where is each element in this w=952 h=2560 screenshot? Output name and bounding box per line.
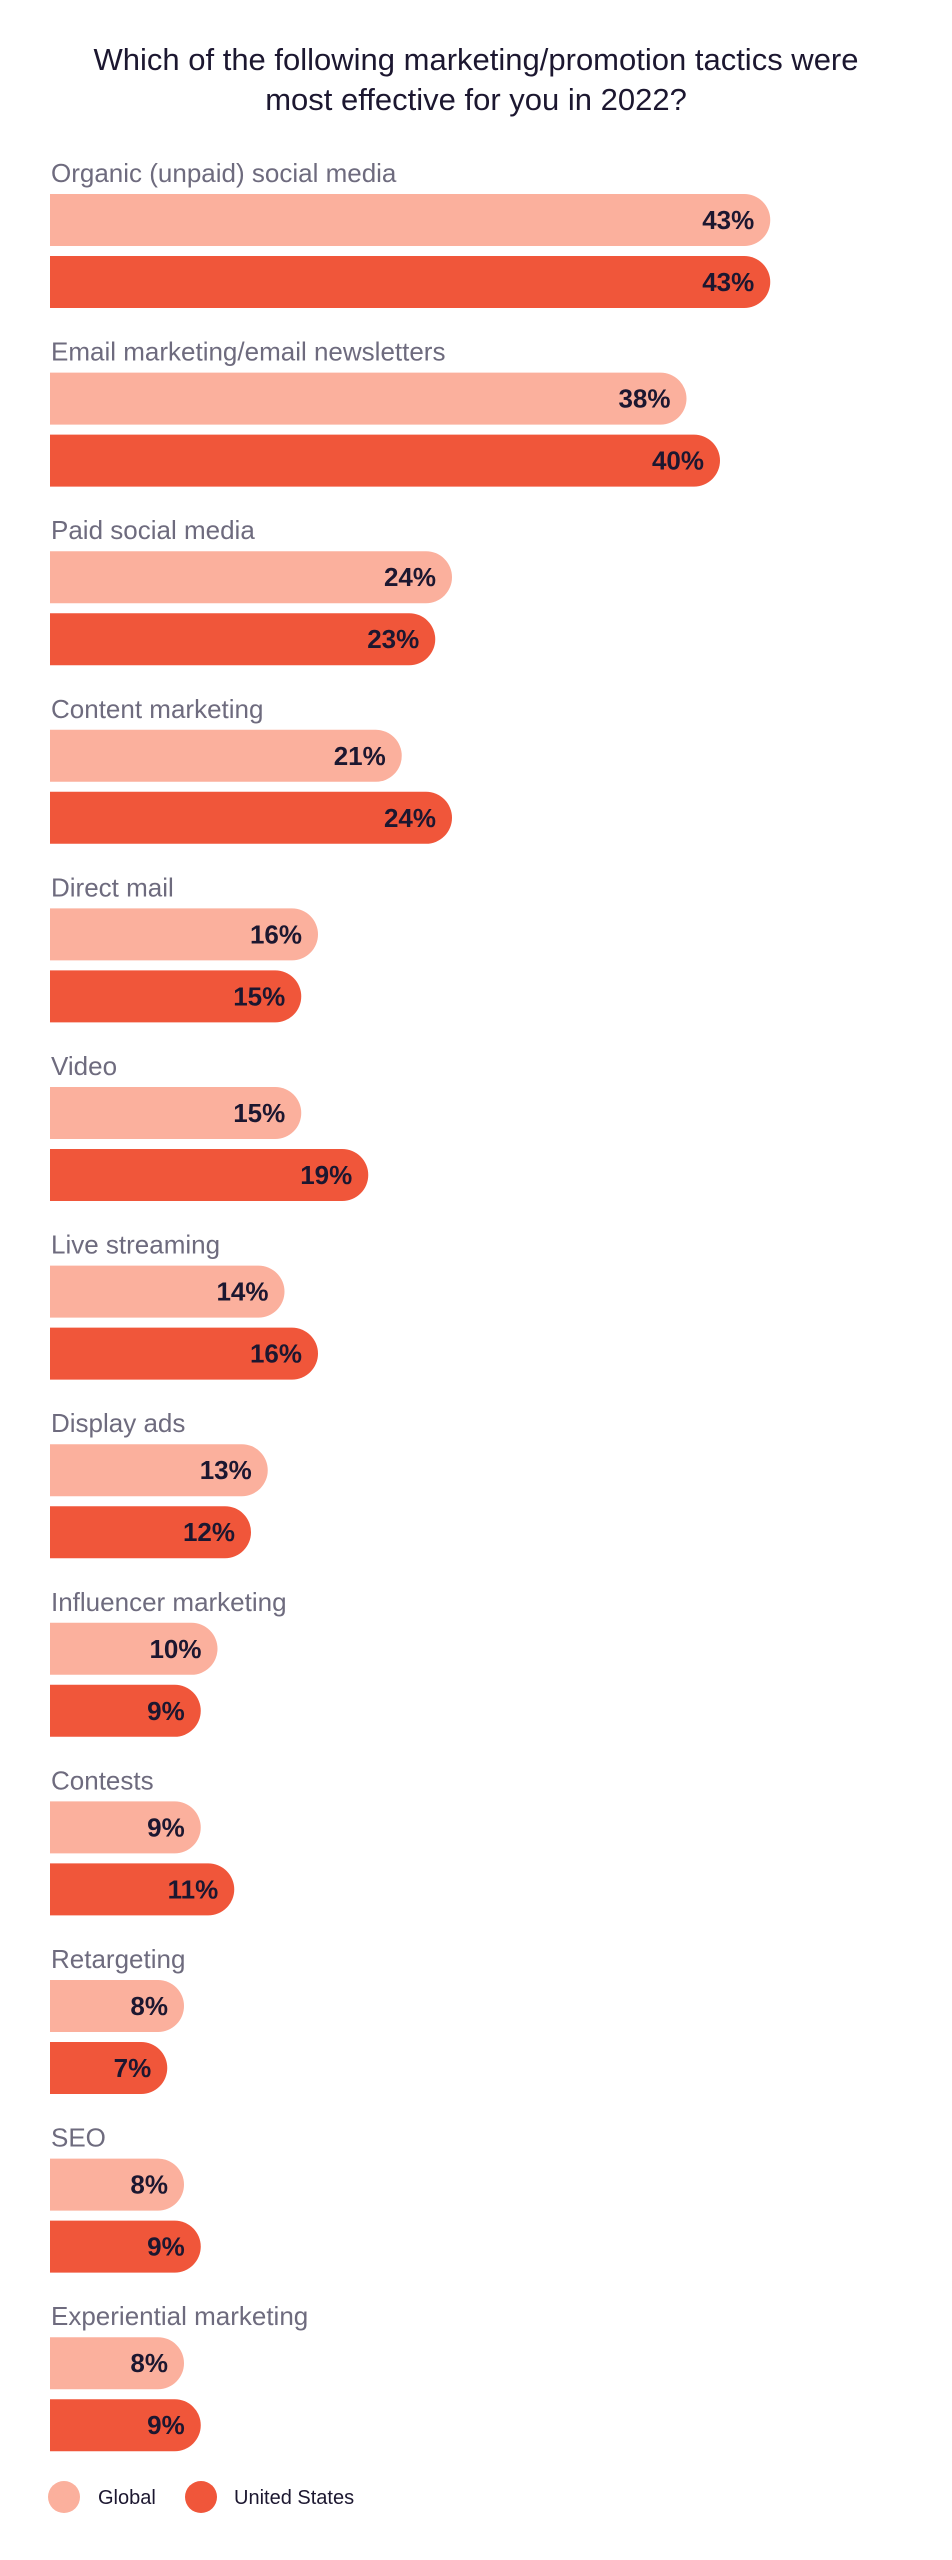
bar-global-email-marketing-email-newsletters bbox=[50, 372, 687, 425]
value-label-united-states-organic-unpaid-social-media: 43% bbox=[702, 267, 754, 297]
value-label-united-states-influencer-marketing: 9% bbox=[147, 1696, 185, 1726]
chart-title: Which of the following marketing/promoti… bbox=[93, 42, 859, 117]
bar-global-contests bbox=[50, 1801, 201, 1854]
category-label-display-ads: Display ads bbox=[51, 1408, 185, 1438]
value-label-united-states-seo: 9% bbox=[147, 2232, 185, 2262]
bar-global-influencer-marketing bbox=[50, 1622, 218, 1675]
value-label-united-states-retargeting: 7% bbox=[114, 2053, 152, 2083]
value-label-global-paid-social-media: 24% bbox=[384, 562, 436, 592]
value-label-global-seo: 8% bbox=[130, 2170, 168, 2200]
value-label-global-display-ads: 13% bbox=[200, 1455, 252, 1485]
legend-label-united-states: United States bbox=[234, 2487, 354, 2509]
value-label-global-direct-mail: 16% bbox=[250, 919, 302, 949]
bar-united-states-contests bbox=[50, 1863, 235, 1916]
category-label-video: Video bbox=[51, 1051, 117, 1081]
bar-united-states-seo bbox=[50, 2220, 201, 2273]
category-label-influencer-marketing: Influencer marketing bbox=[51, 1587, 287, 1617]
legend-swatch-united-states bbox=[185, 2481, 217, 2513]
value-label-united-states-live-streaming: 16% bbox=[250, 1339, 302, 1369]
bar-united-states-experiential-marketing bbox=[50, 2399, 201, 2452]
bar-global-seo bbox=[50, 2158, 184, 2211]
category-label-paid-social-media: Paid social media bbox=[51, 515, 255, 545]
category-label-retargeting: Retargeting bbox=[51, 1944, 185, 1974]
bar-united-states-live-streaming bbox=[50, 1327, 319, 1380]
legend-label-global: Global bbox=[98, 2487, 156, 2509]
bar-united-states-direct-mail bbox=[50, 970, 302, 1023]
bar-global-live-streaming bbox=[50, 1265, 285, 1318]
bar-global-paid-social-media bbox=[50, 551, 453, 604]
category-label-live-streaming: Live streaming bbox=[51, 1230, 220, 1260]
bar-global-direct-mail bbox=[50, 908, 319, 961]
value-label-global-experiential-marketing: 8% bbox=[130, 2348, 168, 2378]
category-label-direct-mail: Direct mail bbox=[51, 872, 174, 902]
category-label-organic-unpaid-social-media: Organic (unpaid) social media bbox=[51, 158, 397, 188]
legend-swatch-global bbox=[48, 2481, 80, 2513]
bar-global-display-ads bbox=[50, 1444, 268, 1497]
value-label-global-retargeting: 8% bbox=[130, 1991, 168, 2021]
value-label-global-organic-unpaid-social-media: 43% bbox=[702, 205, 754, 235]
bar-united-states-video bbox=[50, 1149, 369, 1201]
bar-united-states-paid-social-media bbox=[50, 613, 436, 666]
category-label-content-marketing: Content marketing bbox=[51, 694, 263, 724]
value-label-united-states-direct-mail: 15% bbox=[233, 981, 285, 1011]
bar-united-states-email-marketing-email-newsletters bbox=[50, 434, 720, 487]
value-label-global-video: 15% bbox=[233, 1098, 285, 1128]
category-label-contests: Contests bbox=[51, 1765, 154, 1795]
value-label-united-states-experiential-marketing: 9% bbox=[147, 2410, 185, 2440]
value-label-global-influencer-marketing: 10% bbox=[149, 1634, 201, 1664]
bar-global-video bbox=[50, 1087, 302, 1139]
bar-united-states-influencer-marketing bbox=[50, 1684, 201, 1737]
bar-united-states-retargeting bbox=[50, 2042, 168, 2094]
category-label-email-marketing-email-newsletters: Email marketing/email newsletters bbox=[51, 337, 445, 367]
value-label-united-states-content-marketing: 24% bbox=[384, 803, 436, 833]
value-label-global-email-marketing-email-newsletters: 38% bbox=[618, 384, 670, 414]
value-label-global-content-marketing: 21% bbox=[334, 741, 386, 771]
value-label-united-states-video: 19% bbox=[300, 1160, 352, 1190]
value-label-united-states-paid-social-media: 23% bbox=[367, 624, 419, 654]
bar-united-states-content-marketing bbox=[50, 791, 453, 844]
bar-global-retargeting bbox=[50, 1980, 184, 2032]
bar-united-states-display-ads bbox=[50, 1506, 252, 1559]
bar-global-experiential-marketing bbox=[50, 2337, 184, 2390]
bar-global-organic-unpaid-social-media bbox=[50, 194, 771, 246]
value-label-global-live-streaming: 14% bbox=[216, 1277, 268, 1307]
value-label-united-states-email-marketing-email-newsletters: 40% bbox=[652, 446, 704, 476]
bar-global-content-marketing bbox=[50, 729, 402, 782]
category-label-seo: SEO bbox=[51, 2123, 106, 2153]
value-label-united-states-contests: 11% bbox=[168, 1874, 219, 1904]
category-label-experiential-marketing: Experiential marketing bbox=[51, 2301, 308, 2331]
value-label-united-states-display-ads: 12% bbox=[183, 1517, 235, 1547]
value-label-global-contests: 9% bbox=[147, 1812, 185, 1842]
bar-united-states-organic-unpaid-social-media bbox=[50, 256, 771, 308]
